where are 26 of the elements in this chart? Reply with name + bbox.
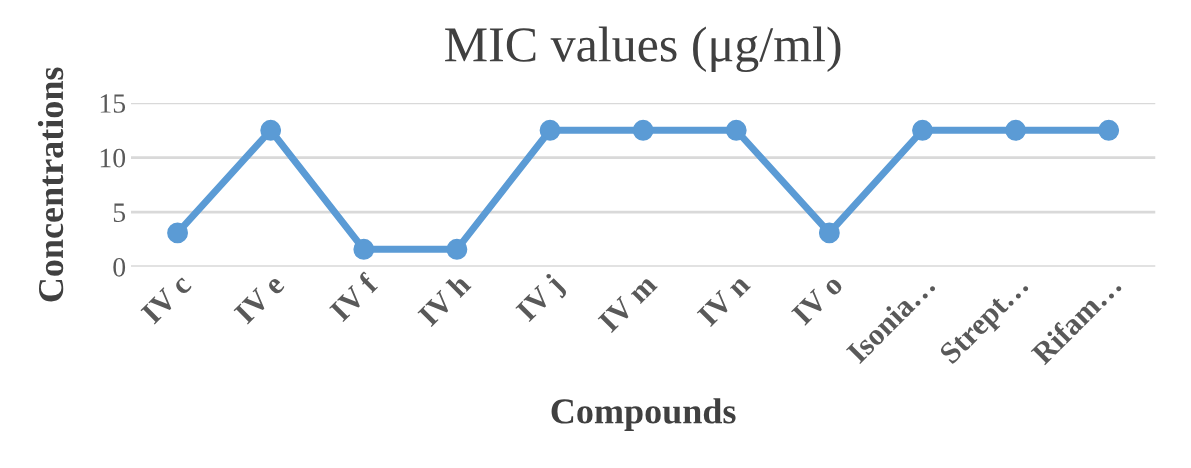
point [353, 238, 375, 260]
x-tick-label: IV n [696, 272, 752, 328]
x-tick-label: IV f [328, 271, 380, 323]
point [725, 119, 747, 141]
point [260, 119, 282, 141]
point [167, 222, 188, 244]
x-tick-label: IV o [791, 273, 844, 327]
y-tick-label: 5 [113, 203, 126, 223]
y-tick-label: 10 [100, 148, 126, 168]
chart-title: MIC values (μg/ml) [445, 26, 841, 73]
point [818, 222, 840, 244]
point [446, 238, 468, 260]
x-axis-title: Compounds [551, 398, 736, 431]
y-tick-label: 0 [113, 257, 126, 277]
point [539, 119, 561, 141]
point [632, 119, 654, 141]
y-axis-title: Concentrations [37, 67, 64, 302]
point [1005, 119, 1027, 141]
point [1098, 119, 1120, 141]
x-tick-label: IV j [514, 272, 569, 327]
x-tick-label: IV h [416, 271, 472, 328]
point [912, 119, 933, 141]
x-tick-label: IV m [597, 272, 659, 334]
x-tick-label: IV e [233, 273, 286, 325]
y-tick-label: 15 [100, 94, 126, 113]
x-tick-label: IV c [140, 273, 193, 325]
